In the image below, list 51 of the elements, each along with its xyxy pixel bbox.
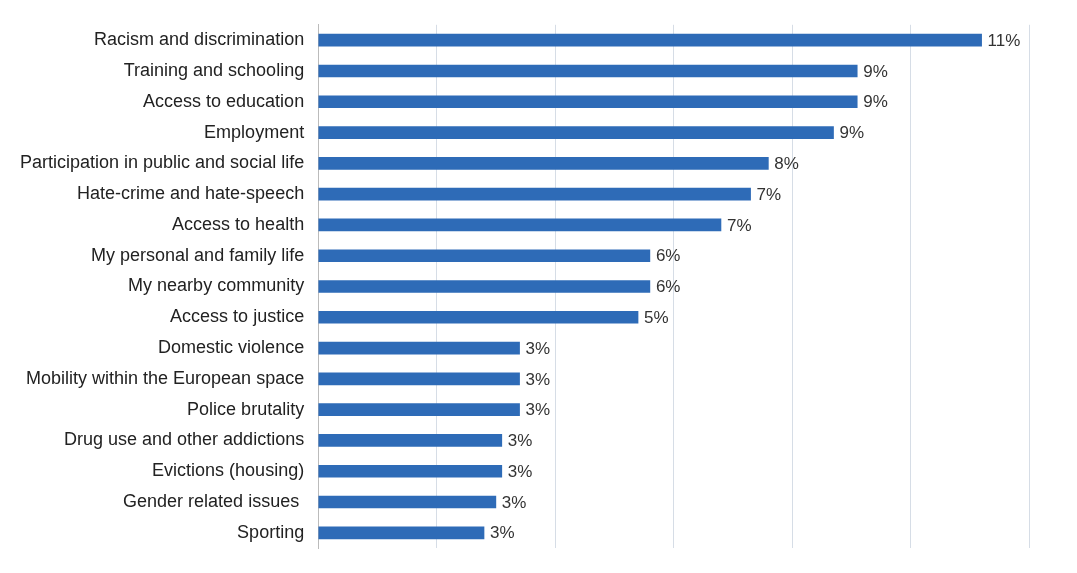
- y-tick-label: Drug use and other addictions: [64, 429, 305, 450]
- data-label: 9%: [863, 61, 888, 81]
- y-tick-label: Police brutality: [187, 398, 305, 419]
- y-tick-label: Employment: [204, 121, 305, 142]
- y-tick-label: My personal and family life: [91, 244, 305, 265]
- data-label: 7%: [756, 184, 782, 204]
- bar: [318, 33, 982, 47]
- data-label: 5%: [644, 307, 669, 327]
- bar: [318, 434, 503, 447]
- bar: [318, 95, 858, 109]
- bar: [318, 495, 497, 509]
- y-tick-label: Sporting: [237, 521, 305, 542]
- data-label: 11%: [987, 30, 1021, 50]
- y-tick-label: Access to education: [143, 90, 305, 111]
- bar: [318, 126, 834, 139]
- data-label: 3%: [525, 369, 551, 389]
- bar: [318, 187, 751, 201]
- bar: [318, 341, 520, 355]
- data-label: 9%: [863, 92, 888, 112]
- data-label: 3%: [525, 400, 551, 420]
- y-tick-label: Mobility within the European space: [26, 367, 305, 388]
- bar: [318, 218, 722, 232]
- bar: [318, 526, 485, 540]
- data-label: 3%: [507, 431, 533, 451]
- bar: [318, 64, 858, 78]
- y-tick-label: Gender related issues: [123, 490, 305, 511]
- bar: [318, 403, 520, 416]
- data-label: 3%: [525, 338, 551, 358]
- data-label: 7%: [726, 215, 752, 235]
- bar: [318, 280, 651, 293]
- data-label: 6%: [655, 246, 681, 266]
- y-tick-label: Participation in public and social life: [19, 152, 305, 173]
- data-label: 9%: [839, 123, 865, 143]
- y-tick-label: Racism and discrimination: [94, 29, 305, 50]
- y-tick-label: Evictions (housing): [152, 460, 305, 481]
- data-label: 3%: [490, 523, 515, 543]
- bar: [318, 249, 651, 263]
- bar: [318, 157, 769, 170]
- bar: [318, 464, 503, 478]
- y-tick-label: Access to health: [172, 213, 305, 234]
- data-label: 8%: [774, 154, 799, 174]
- y-tick-label: Hate-crime and hate-speech: [77, 183, 305, 204]
- y-tick-label: Training and schooling: [123, 59, 305, 80]
- y-tick-label: Domestic violence: [158, 337, 305, 358]
- bar: [318, 310, 639, 324]
- data-label: 6%: [655, 277, 681, 297]
- bar: [318, 372, 520, 386]
- y-tick-label: Access to justice: [170, 306, 305, 327]
- data-label: 3%: [501, 492, 527, 512]
- y-tick-label: My nearby community: [128, 275, 305, 296]
- data-label: 3%: [507, 461, 533, 481]
